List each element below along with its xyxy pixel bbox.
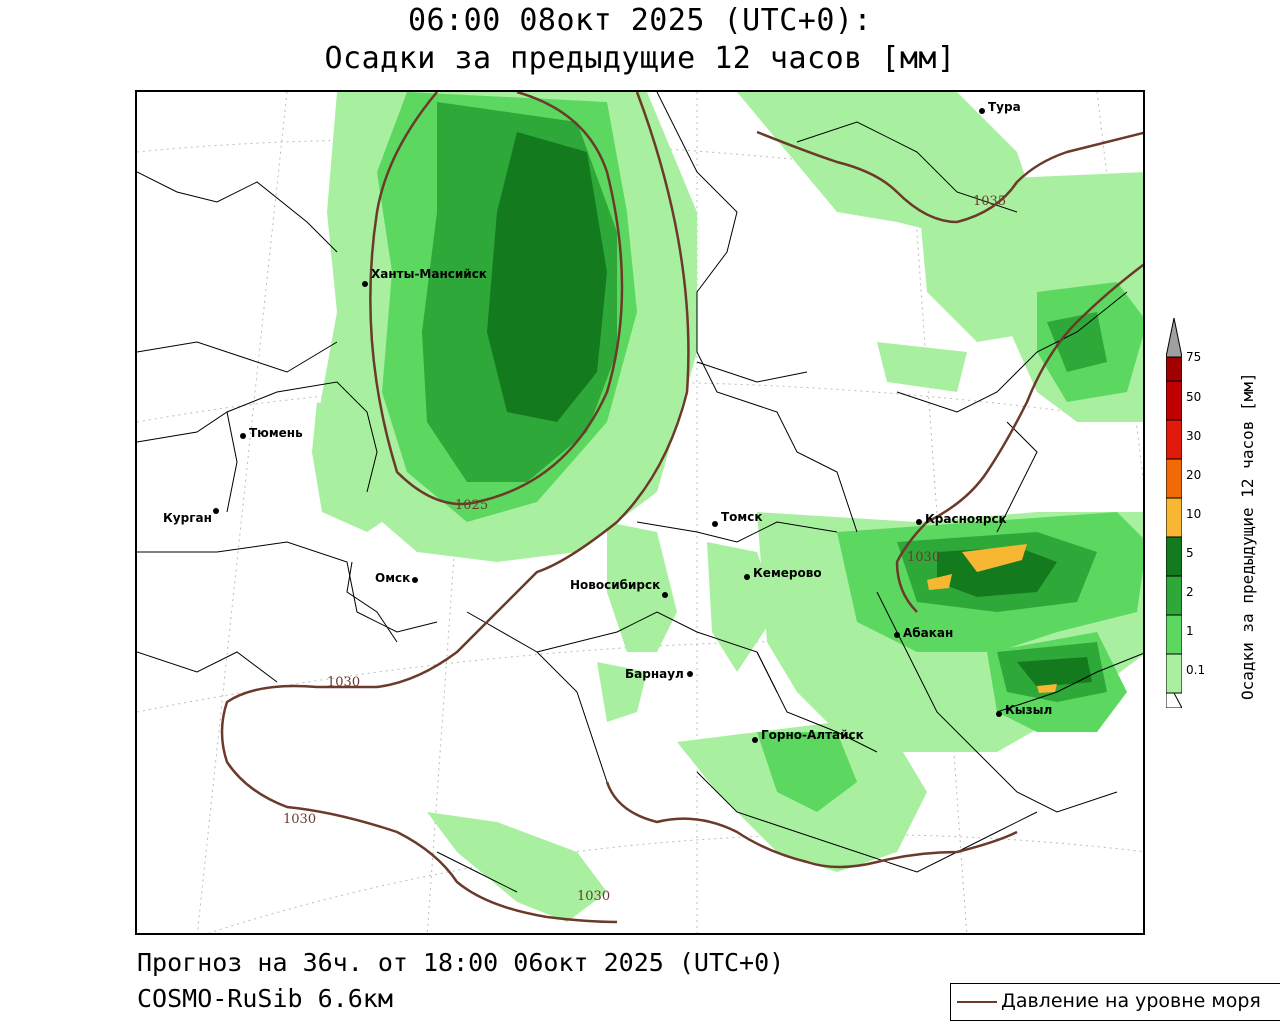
- city-kurgan: Курган: [163, 508, 219, 525]
- city-label: Новосибирск: [570, 578, 660, 592]
- city-markers: Тура Ханты-Мансийск Тюмень Курган Омск Т…: [163, 100, 1052, 743]
- forecast-info: Прогноз на 36ч. от 18:00 06окт 2025 (UTC…: [137, 948, 785, 977]
- isobar-1030-south: [605, 781, 1018, 869]
- precip-layer-orange: [927, 544, 1057, 693]
- isobar-label-1035: 1035: [973, 194, 1006, 209]
- isobar-label-1025: 1025: [455, 498, 488, 513]
- isobar-label-1030-c: 1030: [577, 889, 610, 904]
- city-label: Омск: [375, 571, 410, 585]
- city-dot: [412, 577, 418, 583]
- city-label: Абакан: [903, 626, 953, 640]
- isobar-1035-north: [756, 130, 1143, 224]
- city-krasnoyarsk: Красноярск: [916, 512, 1007, 526]
- city-dot: [213, 508, 219, 514]
- city-label: Барнаул: [625, 667, 684, 681]
- city-dot: [744, 574, 750, 580]
- city-novosibirsk: Новосибирск: [570, 578, 668, 598]
- city-label: Томск: [721, 510, 763, 524]
- isobar-label-1030-a: 1030: [327, 675, 360, 690]
- precip-colorbar: [1166, 318, 1182, 708]
- isobar-1030-east: [895, 263, 1143, 613]
- city-dot: [362, 281, 368, 287]
- map-title-line1: 06:00 08окт 2025 (UTC+0):: [407, 3, 873, 38]
- region-borders: [137, 92, 1143, 893]
- isobar-labels: 1025 1035 1030 1030 1030 1030: [283, 194, 1006, 904]
- pressure-legend-label: Давление на уровне моря: [1001, 990, 1261, 1012]
- colorbar-title: Осадки за предыдущие 12 часов [мм]: [1238, 372, 1257, 700]
- colorbar-bottom-arrow: [1166, 692, 1182, 708]
- colorbar-top-arrow: [1166, 318, 1182, 358]
- city-label: Курган: [163, 511, 212, 525]
- city-barnaul: Барнаул: [625, 667, 693, 681]
- city-tura: Тура: [979, 100, 1021, 114]
- colorbar-tick: 2: [1186, 585, 1194, 599]
- colorbar-segment: [1166, 458, 1182, 499]
- colorbar-tick: 1: [1186, 624, 1194, 638]
- colorbar-tick: 75: [1186, 350, 1202, 364]
- city-kemerovo: Кемерово: [744, 566, 822, 580]
- colorbar-tick: 50: [1186, 390, 1202, 404]
- isobar-label-1030-b: 1030: [283, 812, 316, 827]
- pressure-legend-line: [957, 1001, 997, 1003]
- colorbar-segment: [1166, 497, 1182, 538]
- city-dot: [687, 671, 693, 677]
- city-omsk: Омск: [375, 571, 418, 585]
- map-canvas: 1025 1035 1030 1030 1030 1030 Тура Ханты…: [137, 92, 1143, 933]
- colorbar-tick: 0.1: [1186, 663, 1206, 677]
- city-tomsk: Томск: [712, 510, 763, 527]
- city-label: Ханты-Мансийск: [371, 267, 487, 281]
- colorbar-tick: 30: [1186, 429, 1202, 443]
- colorbar-segment: [1166, 356, 1182, 382]
- city-dot: [240, 433, 246, 439]
- city-khanty-mansiysk: Ханты-Мансийск: [362, 267, 487, 287]
- precipitation-map: 1025 1035 1030 1030 1030 1030 Тура Ханты…: [135, 90, 1145, 935]
- city-abakan: Абакан: [894, 626, 953, 640]
- map-title-line2: Осадки за предыдущие 12 часов [мм]: [324, 41, 956, 76]
- colorbar-segment: [1166, 380, 1182, 421]
- precip-layer-verydark: [487, 132, 1092, 687]
- city-tyumen: Тюмень: [240, 426, 303, 440]
- city-dot: [979, 108, 985, 114]
- pressure-legend: Давление на уровне моря: [950, 983, 1280, 1021]
- city-label: Кемерово: [753, 566, 822, 580]
- city-label: Горно-Алтайск: [761, 728, 864, 742]
- isobars: [220, 92, 1143, 924]
- city-dot: [996, 711, 1002, 717]
- city-label: Красноярск: [925, 512, 1007, 526]
- isobar-1025-closed: [369, 92, 624, 506]
- isobar-label-1030-d: 1030: [907, 550, 940, 565]
- colorbar-tick: 10: [1186, 507, 1202, 521]
- colorbar-segment: [1166, 575, 1182, 616]
- city-dot: [752, 737, 758, 743]
- city-dot: [894, 632, 900, 638]
- city-label: Кызыл: [1005, 703, 1052, 717]
- colorbar-segment: [1166, 419, 1182, 460]
- colorbar-tick: 5: [1186, 546, 1194, 560]
- colorbar-segment: [1166, 536, 1182, 577]
- city-gorno-altaysk: Горно-Алтайск: [752, 728, 864, 743]
- colorbar-tick: 20: [1186, 468, 1202, 482]
- city-kyzyl: Кызыл: [996, 703, 1052, 717]
- colorbar-segment: [1166, 614, 1182, 655]
- model-name: COSMO-RuSib 6.6км: [137, 984, 393, 1013]
- city-label: Тура: [988, 100, 1021, 114]
- city-dot: [712, 521, 718, 527]
- city-dot: [916, 519, 922, 525]
- city-dot: [662, 592, 668, 598]
- city-label: Тюмень: [249, 426, 303, 440]
- isobar-1030-west: [220, 92, 690, 924]
- colorbar-segment: [1166, 653, 1182, 694]
